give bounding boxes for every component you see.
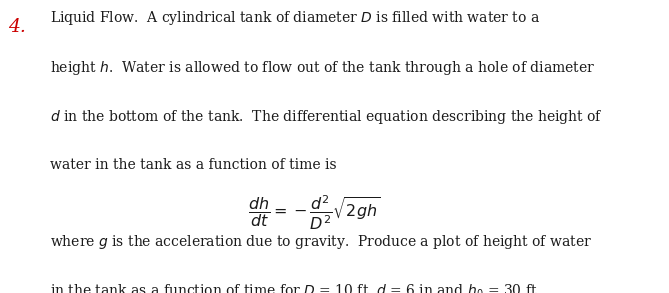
Text: $d$ in the bottom of the tank.  The differential equation describing the height : $d$ in the bottom of the tank. The diffe… (50, 108, 603, 126)
Text: Liquid Flow.  A cylindrical tank of diameter $D$ is filled with water to a: Liquid Flow. A cylindrical tank of diame… (50, 9, 541, 27)
Text: height $h$.  Water is allowed to flow out of the tank through a hole of diameter: height $h$. Water is allowed to flow out… (50, 59, 595, 76)
Text: $\dfrac{dh}{dt} = -\dfrac{d^2}{D^2}\sqrt{2gh}$: $\dfrac{dh}{dt} = -\dfrac{d^2}{D^2}\sqrt… (248, 193, 381, 232)
Text: in the tank as a function of time for $D$ = 10 ft, $d$ = 6 in and $h_0$ = 30 ft.: in the tank as a function of time for $D… (50, 283, 541, 293)
Text: water in the tank as a function of time is: water in the tank as a function of time … (50, 158, 337, 172)
Text: where $g$ is the acceleration due to gravity.  Produce a plot of height of water: where $g$ is the acceleration due to gra… (50, 233, 592, 251)
Text: 4.: 4. (8, 18, 26, 35)
